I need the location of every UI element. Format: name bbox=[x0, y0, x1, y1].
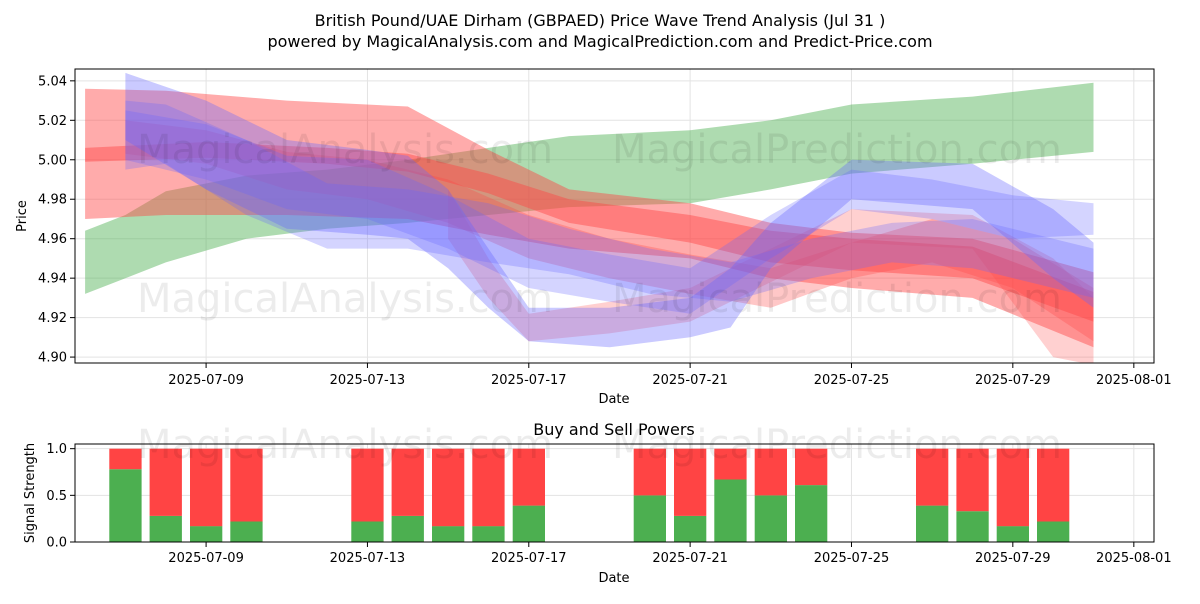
bottom-x-tick-label: 2025-07-17 bbox=[491, 551, 567, 566]
buy-power-bar bbox=[795, 485, 828, 542]
top-y-tick-label: 5.02 bbox=[38, 114, 67, 129]
red-wave-band bbox=[125, 120, 1094, 342]
bottom-y-tick-label: 1.0 bbox=[46, 442, 67, 457]
sell-power-bar bbox=[230, 448, 263, 522]
bottom-x-tick-label: 2025-07-13 bbox=[330, 551, 406, 566]
buy-power-bar bbox=[432, 526, 465, 542]
blue-wave-band bbox=[125, 72, 1094, 348]
bottom-plot-frame bbox=[74, 443, 1155, 543]
buy-power-bar bbox=[956, 511, 989, 542]
bottom-x-tick-label: 2025-08-01 bbox=[1096, 551, 1172, 566]
sell-power-bar bbox=[795, 448, 828, 486]
buy-power-bar bbox=[391, 515, 424, 542]
bottom-x-tick-label: 2025-07-09 bbox=[168, 551, 244, 566]
sell-power-bar bbox=[351, 448, 384, 522]
sell-power-bar bbox=[714, 448, 747, 480]
buy-power-bar bbox=[714, 479, 747, 542]
top-bands bbox=[85, 72, 1094, 363]
buy-power-bar bbox=[230, 521, 263, 542]
buy-power-bar bbox=[674, 515, 707, 542]
top-x-tick-label: 2025-07-09 bbox=[168, 373, 244, 388]
bottom-ticks: 2025-07-09 2025-07-13 2025-07-17 2025-07-21… bbox=[46, 442, 1171, 566]
top-x-axis-label: Date bbox=[598, 392, 629, 407]
top-x-tick-label: 2025-07-25 bbox=[814, 373, 890, 388]
watermark: MagicalAnalysis.com bbox=[137, 422, 553, 468]
chart-title: British Pound/UAE Dirham (GBPAED) Price … bbox=[315, 11, 886, 30]
top-y-tick-label: 4.90 bbox=[38, 351, 67, 366]
buy-power-bar bbox=[996, 526, 1029, 542]
top-x-tick-label: 2025-08-01 bbox=[1096, 373, 1172, 388]
blue-wave-band bbox=[125, 110, 1094, 314]
sell-power-bar bbox=[432, 448, 465, 527]
top-y-tick-label: 4.96 bbox=[38, 232, 67, 247]
sell-power-bar bbox=[190, 448, 223, 527]
blue-wave-band bbox=[125, 100, 1094, 302]
top-x-tick-label: 2025-07-21 bbox=[652, 373, 728, 388]
top-y-tick-label: 4.98 bbox=[38, 193, 67, 208]
sell-power-bar bbox=[472, 448, 505, 527]
buy-power-bar bbox=[633, 495, 666, 542]
chart-subtitle: powered by MagicalAnalysis.com and Magic… bbox=[267, 32, 932, 51]
top-y-tick-label: 4.92 bbox=[38, 311, 67, 326]
watermark: MagicalPrediction.com bbox=[612, 276, 1062, 322]
top-y-tick-label: 5.00 bbox=[38, 153, 67, 168]
bottom-chart-title: Buy and Sell Powers bbox=[533, 420, 695, 439]
red-wave-band bbox=[85, 88, 1094, 348]
top-x-tick-label: 2025-07-13 bbox=[330, 373, 406, 388]
top-grid bbox=[75, 69, 1154, 363]
red-wave-band bbox=[448, 189, 1094, 363]
top-x-tick-label: 2025-07-29 bbox=[975, 373, 1051, 388]
sell-power-bar bbox=[916, 448, 949, 506]
bottom-x-tick-label: 2025-07-25 bbox=[814, 551, 890, 566]
buy-power-bar bbox=[1037, 521, 1070, 542]
top-plot-frame bbox=[74, 68, 1155, 364]
watermark: MagicalPrediction.com bbox=[612, 422, 1062, 468]
watermark: MagicalPrediction.com bbox=[612, 127, 1062, 173]
top-y-tick-label: 5.04 bbox=[38, 74, 67, 89]
top-y-tick-label: 4.94 bbox=[38, 272, 67, 287]
buy-power-bar bbox=[512, 505, 545, 542]
sell-power-bar bbox=[391, 448, 424, 516]
sell-power-bar bbox=[1037, 448, 1070, 522]
buy-power-bar bbox=[916, 505, 949, 542]
buy-power-bar bbox=[109, 469, 142, 542]
bottom-x-axis-label: Date bbox=[598, 571, 629, 586]
buy-power-bar bbox=[472, 526, 505, 542]
sell-power-bar bbox=[956, 448, 989, 512]
buy-power-bar bbox=[754, 495, 787, 542]
sell-power-bar bbox=[754, 448, 787, 496]
sell-power-bar bbox=[674, 448, 707, 516]
sell-power-bar bbox=[996, 448, 1029, 527]
green-wave-band bbox=[85, 82, 1094, 294]
bottom-y-tick-label: 0.0 bbox=[46, 536, 67, 551]
bottom-y-axis-label: Signal Strength bbox=[23, 443, 38, 543]
bottom-x-tick-label: 2025-07-29 bbox=[975, 551, 1051, 566]
watermark: MagicalAnalysis.com bbox=[137, 127, 553, 173]
buy-power-bar bbox=[190, 526, 223, 542]
top-ticks: 2025-07-09 2025-07-13 2025-07-17 2025-07-21… bbox=[38, 74, 1172, 388]
sell-power-bar bbox=[149, 448, 182, 516]
buy-power-bar bbox=[351, 521, 384, 542]
sell-power-bar bbox=[109, 448, 142, 470]
watermark: MagicalAnalysis.com bbox=[137, 276, 553, 322]
sell-power-bar bbox=[512, 448, 545, 506]
bottom-bars bbox=[109, 448, 1070, 542]
bottom-y-tick-label: 0.5 bbox=[46, 489, 67, 504]
sell-power-bar bbox=[633, 448, 666, 496]
top-plot-area: MagicalAnalysis.com MagicalPrediction.co… bbox=[85, 72, 1094, 363]
buy-power-bar bbox=[149, 515, 182, 542]
bottom-x-tick-label: 2025-07-21 bbox=[652, 551, 728, 566]
top-y-axis-label: Price bbox=[15, 200, 30, 232]
top-x-tick-label: 2025-07-17 bbox=[491, 373, 567, 388]
